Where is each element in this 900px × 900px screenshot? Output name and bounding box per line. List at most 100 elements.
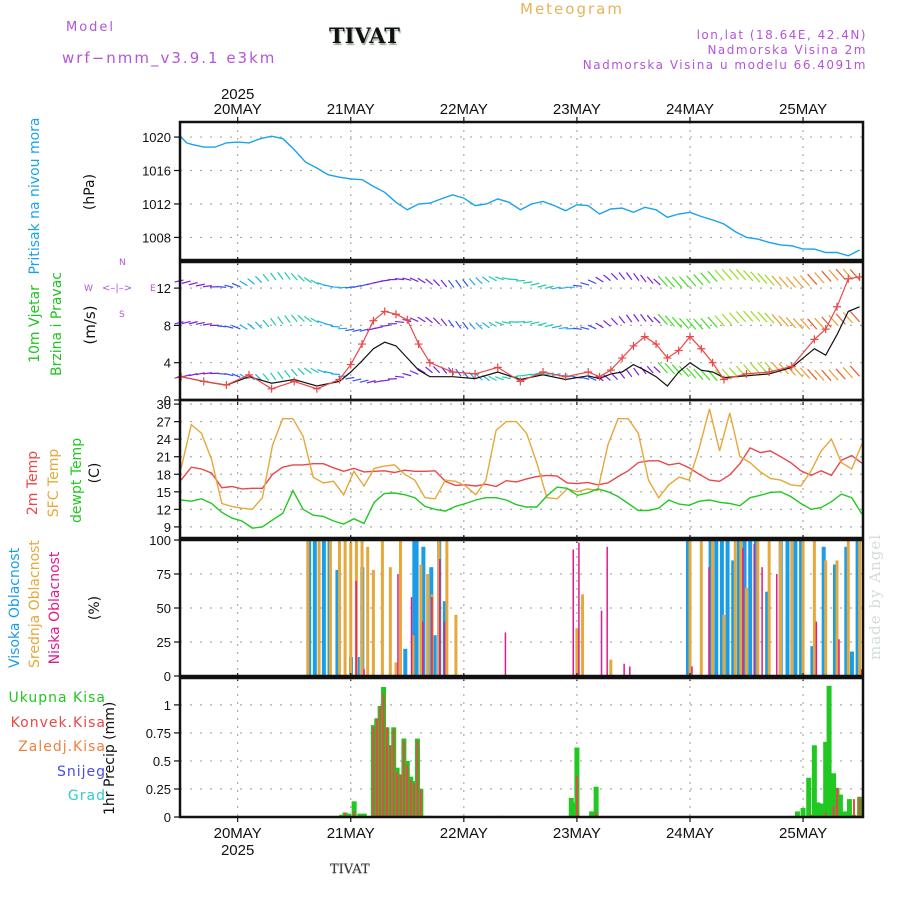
cloud-bar bbox=[623, 663, 625, 676]
cloud-bar bbox=[742, 540, 747, 676]
wind-arrow bbox=[181, 320, 191, 325]
cloud-bar bbox=[445, 540, 449, 676]
cloud-bar bbox=[419, 564, 423, 676]
wind-arrow bbox=[462, 370, 469, 379]
elevation-label: Nadmorska Visina 2m bbox=[707, 43, 867, 57]
wind-arrow bbox=[537, 284, 547, 288]
wind-arrow bbox=[835, 268, 846, 280]
wind-speed-marker bbox=[312, 384, 321, 393]
wind-arrow bbox=[402, 372, 412, 377]
cloud-bar bbox=[439, 559, 441, 676]
wind-arrow bbox=[735, 269, 747, 281]
wind-arrow bbox=[537, 372, 547, 376]
wind-speed-marker bbox=[358, 340, 367, 349]
wind-speed-marker bbox=[765, 368, 774, 377]
wind-arrow bbox=[330, 373, 341, 376]
footer-station: TIVAT bbox=[330, 862, 370, 877]
wind-speed-marker bbox=[222, 381, 231, 390]
wind-arrow bbox=[807, 368, 818, 381]
wind-arrow bbox=[664, 276, 675, 288]
cloud-bar bbox=[432, 635, 437, 676]
wind-arrow bbox=[792, 366, 804, 378]
cloud-bar bbox=[835, 560, 839, 676]
legend-snow: Snijeg bbox=[56, 763, 106, 780]
wind-speed-marker bbox=[640, 332, 649, 341]
ytick-label: 0 bbox=[164, 669, 171, 684]
cloud-bar bbox=[431, 597, 433, 676]
wind-speed-marker bbox=[595, 372, 604, 381]
wind-arrow bbox=[735, 311, 747, 323]
wind-arrow bbox=[657, 275, 668, 287]
cloud-bar bbox=[394, 662, 398, 676]
wind-arrow bbox=[700, 317, 711, 330]
wind-arrow bbox=[778, 276, 789, 288]
legend-graupel: Grad bbox=[67, 788, 106, 804]
wind-speed-marker bbox=[606, 366, 615, 375]
precip-bar-total bbox=[568, 797, 574, 817]
day-label-bottom: 22MAY bbox=[440, 825, 488, 842]
wind-arrow bbox=[284, 272, 291, 280]
wind-arrow bbox=[785, 276, 796, 288]
cloud-bar bbox=[380, 540, 384, 676]
day-label-top: 25MAY bbox=[779, 101, 827, 118]
wind-arrow bbox=[792, 276, 804, 288]
wind-speed-marker bbox=[618, 354, 627, 363]
cloud-bar bbox=[629, 666, 631, 676]
cloud-bar bbox=[858, 540, 862, 676]
wind-speed-marker bbox=[685, 332, 694, 341]
wind-arrow bbox=[544, 372, 554, 376]
ytick-label: 50 bbox=[157, 601, 171, 616]
year-label-top: 2025 bbox=[221, 86, 254, 103]
wind-arrow bbox=[618, 315, 626, 324]
ytick-label: 1016 bbox=[142, 164, 171, 179]
wind-speed-marker bbox=[629, 341, 638, 350]
wind-arrow bbox=[395, 375, 405, 378]
precip-bar-total bbox=[357, 813, 363, 817]
cloud-bar bbox=[411, 635, 415, 676]
wind-arrow bbox=[551, 286, 561, 290]
cloud-bar bbox=[736, 540, 741, 676]
precip-bar-total bbox=[823, 741, 829, 817]
wind-arrow bbox=[270, 317, 277, 326]
wind-arrow bbox=[551, 325, 561, 329]
model-label: Model bbox=[66, 20, 116, 35]
cloud-bar bbox=[600, 610, 603, 676]
wind-arrow bbox=[595, 276, 604, 283]
wind-arrow bbox=[530, 282, 540, 286]
wind-arrow bbox=[828, 314, 839, 327]
wind-arrow bbox=[224, 284, 234, 288]
precip-bar-convective bbox=[396, 772, 399, 817]
wind-arrow bbox=[495, 276, 504, 281]
wind-arrow bbox=[488, 275, 497, 282]
precip-bar-convective bbox=[852, 799, 855, 817]
wind-arrow bbox=[686, 367, 697, 379]
ytick-label: 30 bbox=[157, 397, 171, 412]
cloud-bar bbox=[821, 546, 826, 676]
wind-arrow bbox=[633, 273, 640, 281]
cloud-bar bbox=[838, 639, 840, 676]
wind-arrow bbox=[603, 320, 611, 327]
cloud-bar bbox=[765, 591, 770, 676]
wind-arrow bbox=[481, 276, 490, 283]
ytick-label: 0 bbox=[164, 393, 171, 408]
year-label-bottom: 2025 bbox=[221, 842, 254, 859]
cloud-bar bbox=[739, 540, 743, 676]
series-line-dewpt-temp bbox=[181, 486, 863, 529]
precip-bar-convective bbox=[416, 740, 419, 817]
precip-bar-convective bbox=[402, 740, 405, 817]
cloud-bar bbox=[414, 540, 419, 676]
wind-arrow bbox=[764, 274, 775, 286]
cloud-bar bbox=[609, 659, 613, 676]
wind-arrow bbox=[785, 317, 796, 329]
precip-bar-total bbox=[842, 811, 848, 817]
wind-arrow bbox=[849, 269, 861, 281]
wind-arrow bbox=[828, 369, 839, 381]
cloud-bar bbox=[426, 574, 430, 676]
cloud-bar bbox=[810, 646, 815, 676]
cloud-bar bbox=[606, 546, 608, 676]
cloud-bar bbox=[731, 560, 736, 676]
wind-arrow bbox=[284, 370, 291, 378]
cloud-bar bbox=[719, 540, 724, 676]
wind-arrow bbox=[835, 313, 846, 325]
panel-wind bbox=[174, 257, 865, 405]
